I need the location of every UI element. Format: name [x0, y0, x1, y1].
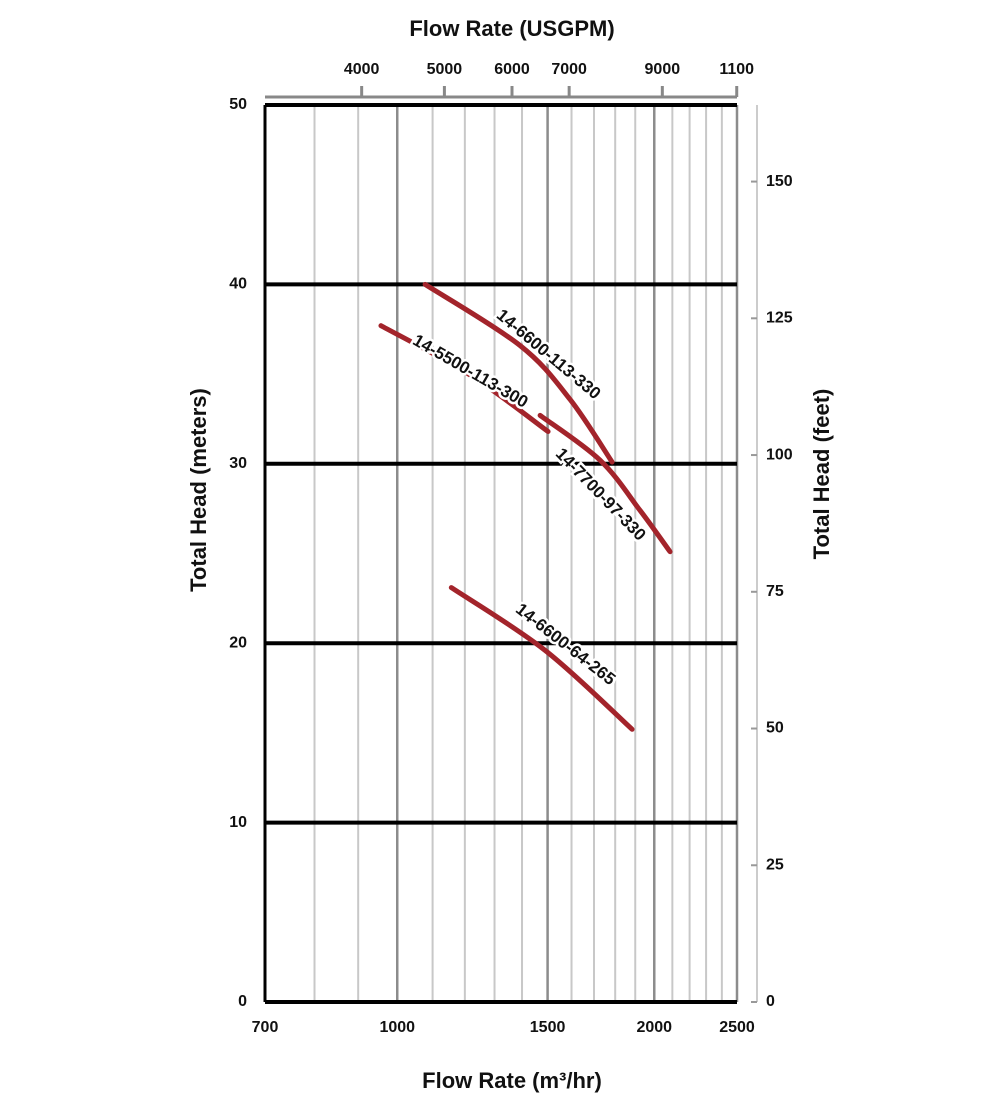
top-tick-label: 1100: [719, 61, 754, 78]
top-tick-label: 9000: [645, 61, 681, 78]
x-tick-label: 1500: [530, 1019, 566, 1036]
top-axis-title: Flow Rate (USGPM): [409, 16, 614, 41]
y2-tick-label: 150: [766, 173, 793, 190]
top-tick-label: 4000: [344, 61, 380, 78]
pump-curve: [537, 412, 673, 555]
y2-tick-label: 25: [766, 856, 784, 873]
x-tick-label: 700: [252, 1019, 279, 1036]
top-tick-label: 7000: [551, 61, 587, 78]
pump-curve: [422, 281, 615, 465]
y-tick-label: 40: [229, 276, 247, 293]
y2-tick-label: 75: [766, 583, 784, 600]
x-axis-title: Flow Rate (m³/hr): [422, 1068, 602, 1093]
x-tick-label: 2000: [636, 1019, 672, 1036]
top-tick-label: 6000: [494, 61, 530, 78]
x-tick-label: 1000: [379, 1019, 415, 1036]
top-tick-label: 5000: [427, 61, 463, 78]
y-tick-label: 20: [229, 634, 247, 651]
y-tick-label: 30: [229, 455, 247, 472]
y2-tick-label: 125: [766, 310, 793, 327]
y-tick-label: 0: [238, 993, 247, 1010]
y2-tick-label: 100: [766, 446, 793, 463]
y-tick-label: 50: [229, 96, 247, 113]
y-axis-title: Total Head (meters): [186, 388, 211, 592]
y-tick-label: 10: [229, 814, 247, 831]
x-tick-label: 2500: [719, 1019, 755, 1036]
y2-tick-label: 50: [766, 720, 784, 737]
pump-curve: [378, 323, 551, 435]
y2-tick-label: 0: [766, 993, 775, 1010]
pump-curve: [448, 585, 635, 732]
y2-axis-title: Total Head (feet): [809, 389, 834, 560]
